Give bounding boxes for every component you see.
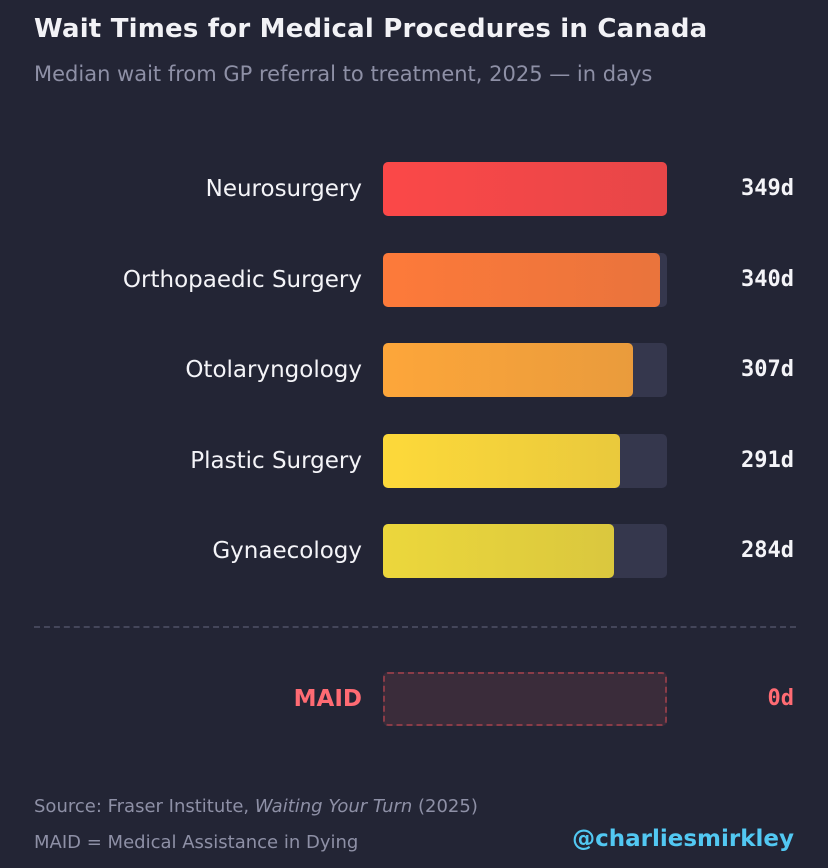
- maid-bar-track: [383, 672, 667, 726]
- category-label: Orthopaedic Surgery: [122, 266, 362, 293]
- maid-row: MAID 0d: [0, 672, 828, 726]
- bar-row-otolaryngology: Otolaryngology 307d: [0, 343, 828, 397]
- bar-neurosurgery: [383, 162, 667, 216]
- value-label: 340d: [741, 266, 794, 292]
- category-label: Plastic Surgery: [190, 447, 362, 474]
- maid-value: 0d: [767, 686, 795, 711]
- bar-orthopaedic-surgery: [383, 252, 660, 307]
- bar-row-orthopaedic-surgery: Orthopaedic Surgery 340d: [0, 252, 828, 307]
- bar-track: [383, 433, 667, 488]
- value-label: 284d: [741, 538, 794, 563]
- bar-track: [383, 524, 667, 578]
- bar-row-plastic-surgery: Plastic Surgery 291d: [0, 433, 828, 488]
- value-label: 291d: [741, 447, 794, 473]
- chart-title: Wait Times for Medical Procedures in Can…: [34, 14, 708, 44]
- bar-track: [383, 252, 667, 307]
- category-label: Otolaryngology: [185, 357, 362, 383]
- category-label: Neurosurgery: [205, 176, 362, 202]
- bar-track: [383, 343, 667, 397]
- bar-otolaryngology: [383, 343, 633, 397]
- source-suffix: (2025): [412, 796, 478, 817]
- maid-definition: MAID = Medical Assistance in Dying: [34, 832, 359, 853]
- value-label: 349d: [741, 176, 794, 201]
- author-handle: @charliesmirkley: [572, 826, 794, 852]
- bar-gynaecology: [383, 524, 615, 578]
- bar-track: [383, 162, 667, 216]
- bar-plastic-surgery: [383, 433, 620, 488]
- source-note: Source: Fraser Institute, Waiting Your T…: [34, 796, 478, 817]
- category-label: Gynaecology: [212, 538, 362, 564]
- source-prefix: Source: Fraser Institute,: [34, 796, 255, 817]
- dashed-divider: [34, 626, 796, 628]
- source-title: Waiting Your Turn: [254, 796, 413, 817]
- value-label: 307d: [741, 357, 794, 382]
- bar-row-neurosurgery: Neurosurgery 349d: [0, 162, 828, 216]
- chart-subtitle: Median wait from GP referral to treatmen…: [34, 62, 653, 86]
- maid-label: MAID: [293, 686, 362, 712]
- bar-row-gynaecology: Gynaecology 284d: [0, 524, 828, 578]
